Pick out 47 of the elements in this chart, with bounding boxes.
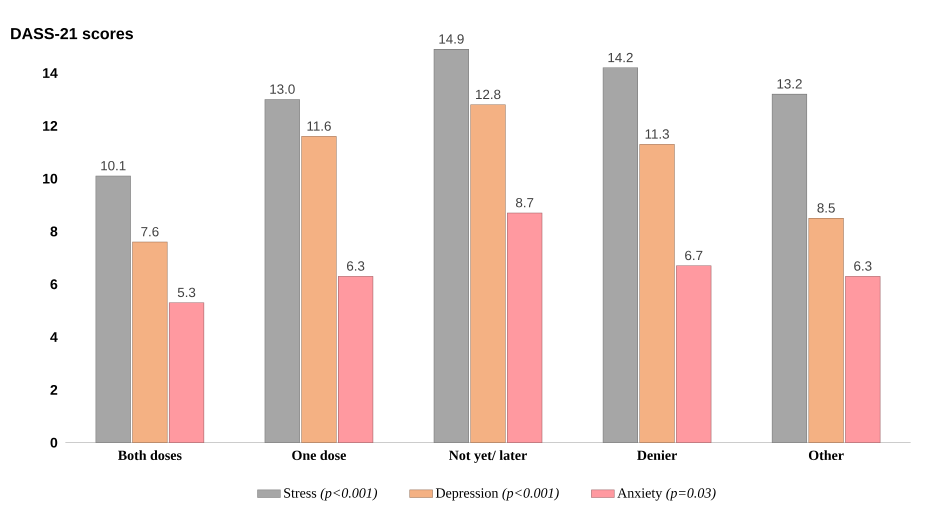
bar <box>845 276 880 443</box>
y-tick-label: 4 <box>50 332 58 342</box>
data-label: 8.5 <box>817 203 835 213</box>
legend-label: Depression (p<0.001) <box>436 488 559 501</box>
legend-label: Anxiety (p=0.03) <box>617 488 716 501</box>
data-label: 14.9 <box>439 34 464 44</box>
x-tick-label: One dose <box>292 450 346 460</box>
bar <box>434 49 469 443</box>
data-label: 13.2 <box>778 79 802 89</box>
data-label: 11.6 <box>307 121 331 131</box>
bar <box>676 266 712 443</box>
x-tick-label: Denier <box>637 450 677 460</box>
y-tick-label: 12 <box>43 120 58 131</box>
legend-label: Stress (p<0.001) <box>284 488 378 501</box>
bar <box>507 212 542 443</box>
bar <box>132 242 168 443</box>
x-tick-label: Both doses <box>118 450 182 460</box>
y-tick-label: 8 <box>50 226 58 236</box>
data-label: 14.2 <box>608 52 633 62</box>
data-label: 5.3 <box>178 288 196 298</box>
y-axis-title: DASS-21 scores <box>11 28 133 40</box>
bar <box>168 302 204 443</box>
bar <box>338 276 374 443</box>
y-tick-label: 0 <box>50 438 58 448</box>
y-tick-label: 6 <box>50 279 58 290</box>
bar <box>808 218 844 443</box>
data-label: 8.7 <box>516 198 534 208</box>
bar <box>264 99 300 443</box>
data-label: 7.6 <box>141 226 159 236</box>
x-tick-label: Not yet/ later <box>449 450 527 463</box>
data-label: 6.7 <box>685 250 702 260</box>
bar <box>639 144 675 443</box>
bar <box>96 176 131 443</box>
y-tick-label: 14 <box>43 68 58 78</box>
bar <box>301 136 337 443</box>
y-tick-label: 10 <box>43 174 58 184</box>
bar <box>470 104 506 443</box>
data-label: 11.3 <box>646 129 669 139</box>
data-label: 6.3 <box>347 261 364 271</box>
bar <box>602 68 638 443</box>
y-tick-label: 2 <box>50 384 58 395</box>
data-label: 10.1 <box>101 160 126 170</box>
bar <box>772 94 808 443</box>
data-label: 13.0 <box>270 84 295 94</box>
data-label: 12.8 <box>476 90 500 100</box>
x-tick-label: Other <box>808 450 844 460</box>
data-label: 6.3 <box>854 261 872 271</box>
